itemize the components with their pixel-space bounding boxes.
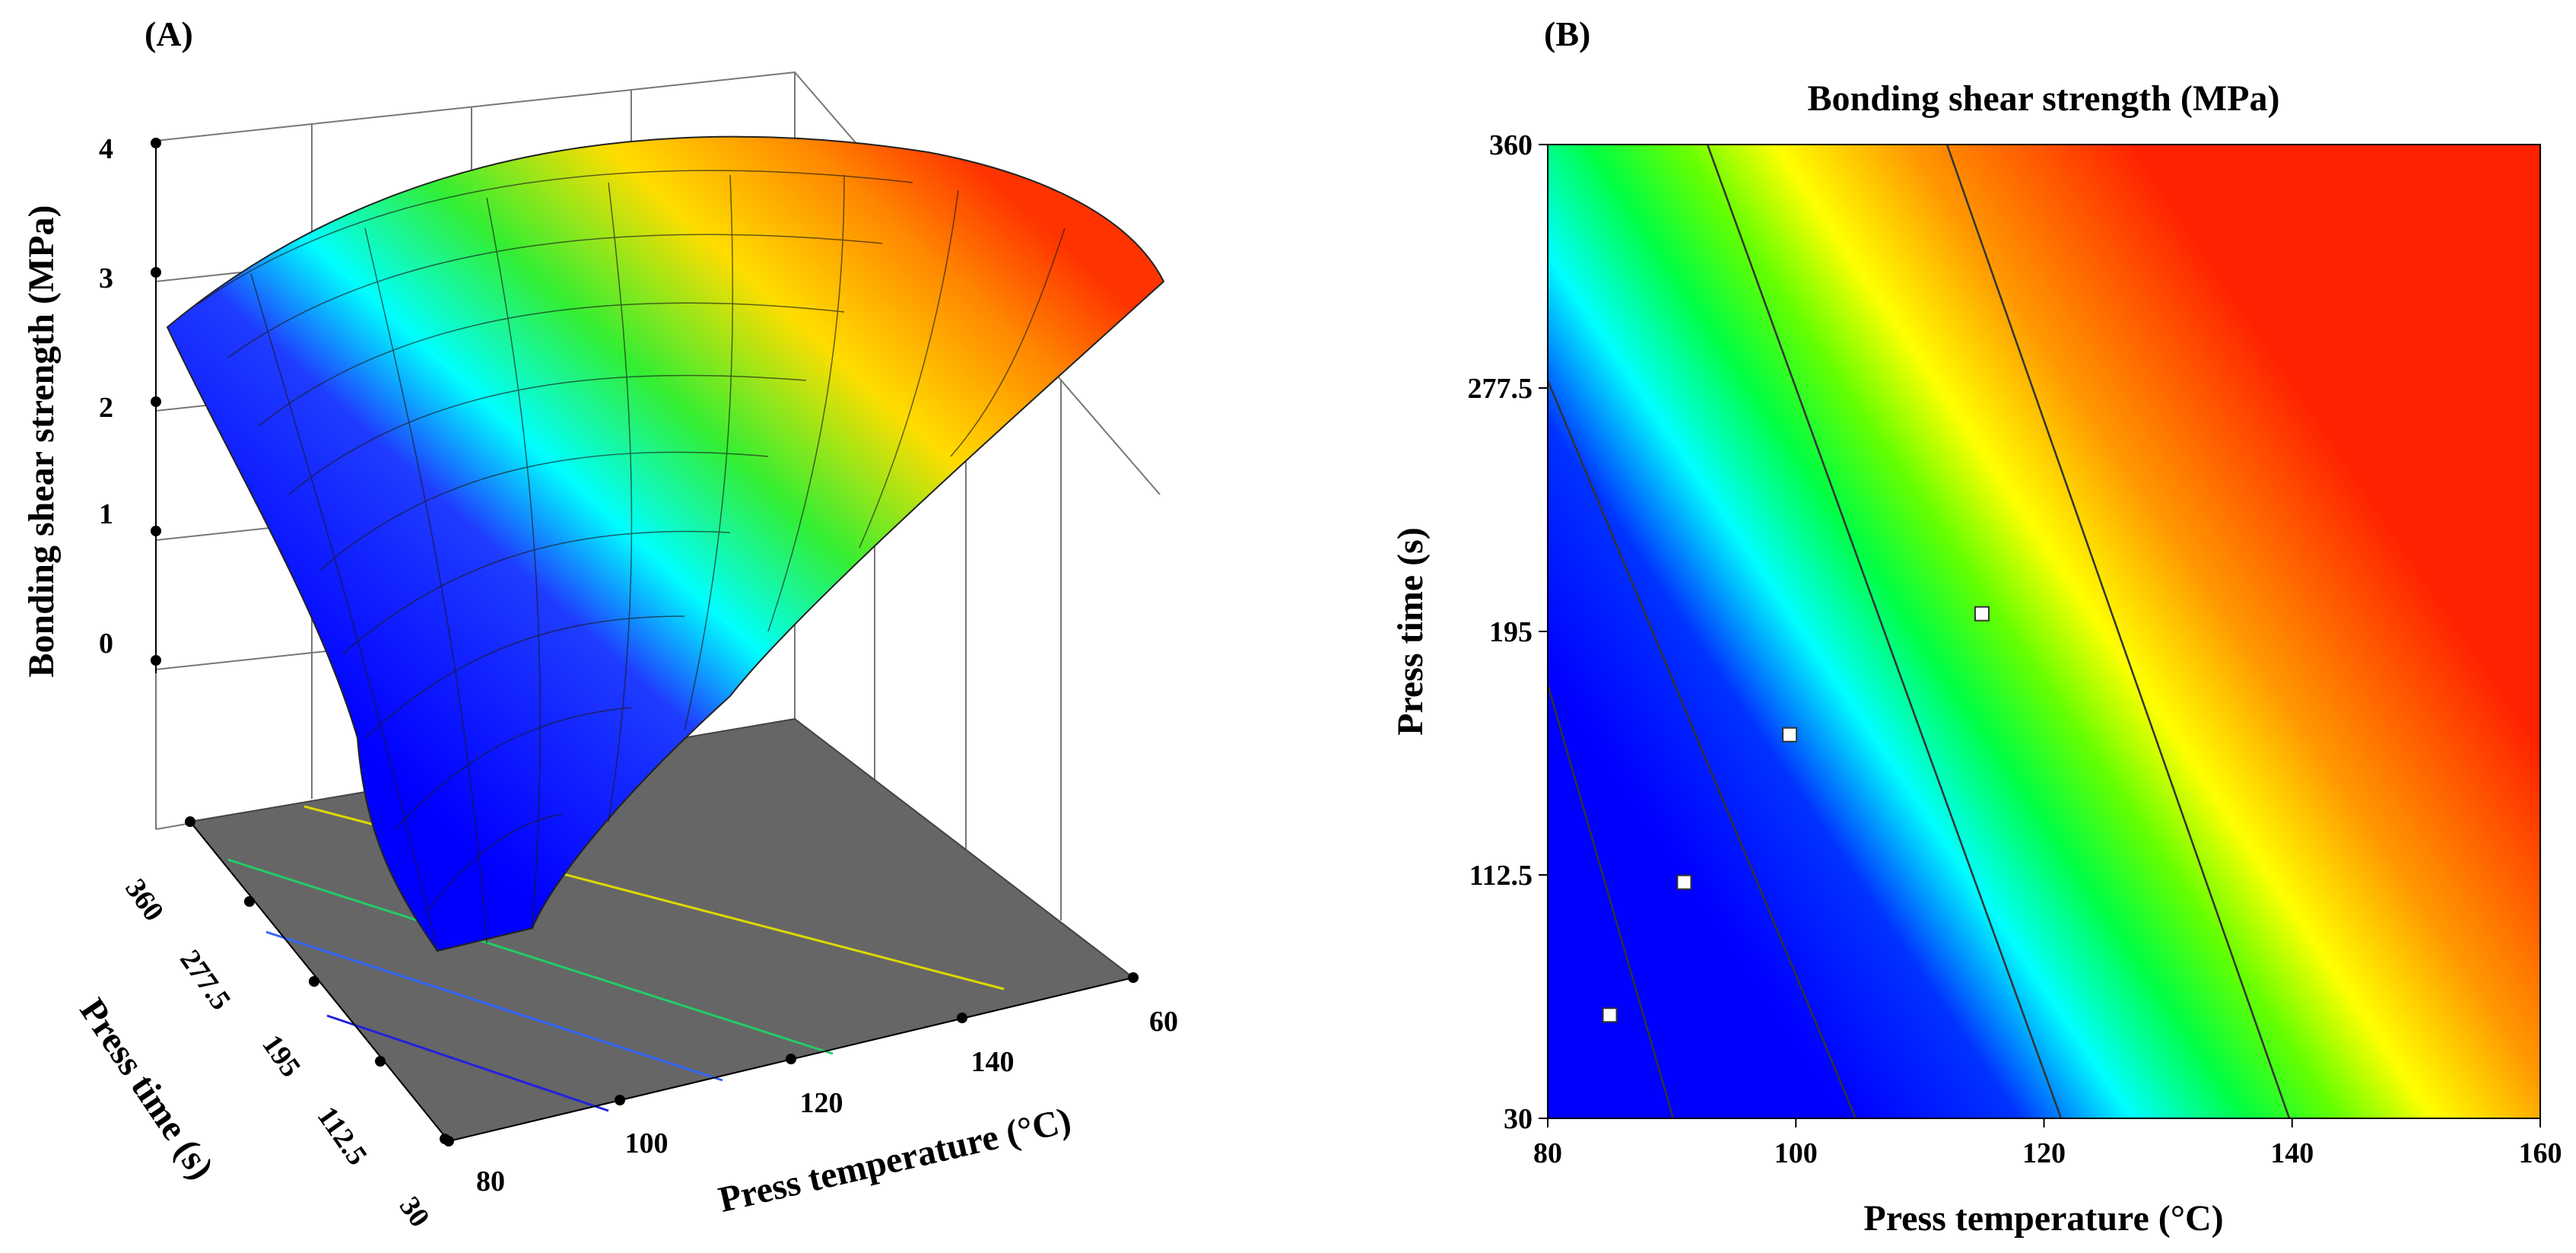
contour-line	[1945, 145, 2291, 1118]
panel-b-x-axis-title: Press temperature (°C)	[1863, 1198, 2223, 1239]
panel-a: (A)	[21, 14, 1178, 1233]
panel-a-surface	[166, 135, 1165, 952]
panel-b-y-tick-label: 112.5	[1469, 860, 1533, 892]
panel-a-y-tick-label: 112.5	[311, 1101, 373, 1171]
panel-a-y-tick-label: 277.5	[173, 944, 237, 1016]
panel-b-x-tick-label: 160	[2519, 1137, 2562, 1169]
panel-a-label: (A)	[145, 14, 193, 53]
panel-a-y-tick-label: 360	[119, 873, 170, 927]
panel-b-plot-area	[1548, 145, 2540, 1118]
panel-a-z-axis-title: Bonding shear strength (MPa)	[21, 205, 62, 678]
design-point	[1974, 606, 1990, 622]
panel-b-x-tick-label: 140	[2270, 1137, 2314, 1169]
panel-a-z-tick	[151, 267, 161, 278]
panel-a-x-axis-title: Press temperature (°C)	[715, 1100, 1075, 1220]
contour-line	[1706, 145, 2063, 1118]
design-point	[1676, 874, 1692, 890]
panel-b-y-axis-title: Press time (s)	[1390, 527, 1431, 736]
panel-a-z-tick-label: 2	[99, 392, 113, 424]
panel-b-y-tick-label: 195	[1489, 616, 1533, 648]
panel-a-z-tick-label: 4	[99, 133, 113, 165]
panel-a-y-tick	[185, 816, 195, 827]
panel-b-title: Bonding shear strength (MPa)	[1808, 78, 2280, 119]
contour-line	[1548, 380, 1857, 1118]
panel-a-y-axis-title: Press time (s)	[71, 991, 221, 1187]
panel-a-z-axis: 4 3 2 1 0 Bonding shear strength (MPa)	[21, 133, 161, 677]
panel-b-design-points	[1602, 606, 1990, 1023]
panel-a-x-tick	[1128, 972, 1139, 983]
panel-a-x-tick	[443, 1136, 454, 1146]
panel-a-z-tick-label: 0	[99, 628, 113, 660]
panel-b-y-axis: 30 112.5 195 277.5 360	[1468, 129, 1548, 1135]
design-point	[1782, 727, 1798, 743]
panel-a-z-tick	[151, 396, 161, 407]
panel-a-z-tick	[151, 138, 161, 148]
panel-b-label: (B)	[1544, 14, 1590, 53]
contour-line	[1548, 684, 1675, 1118]
panel-b-x-tick-label: 80	[1533, 1137, 1562, 1169]
panel-b-y-tick-label: 30	[1504, 1103, 1533, 1135]
panel-a-x-tick	[615, 1095, 625, 1105]
panel-b-x-tick-label: 120	[2022, 1137, 2066, 1169]
design-point	[1602, 1007, 1618, 1023]
panel-a-z-tick-label: 3	[99, 262, 113, 294]
panel-a-y-tick	[244, 896, 255, 907]
panel-a-z-tick	[151, 655, 161, 666]
panel-a-x-tick-label: 80	[476, 1166, 505, 1197]
panel-a-y-tick	[375, 1056, 386, 1067]
panel-a-x-tick	[957, 1013, 967, 1023]
panel-a-x-tick-label: 100	[625, 1127, 669, 1159]
panel-b-x-tick-label: 100	[1774, 1137, 1818, 1169]
panel-b-y-tick-label: 277.5	[1468, 373, 1533, 405]
panel-a-y-tick-label: 30	[393, 1191, 436, 1233]
panel-a-surface-mesh	[197, 170, 1066, 952]
panel-b-x-axis: 80 100 120 140 160	[1533, 1118, 2562, 1169]
panel-b: (B) Bonding shear strength (MPa) 30 112.5…	[1390, 14, 2562, 1239]
panel-a-z-tick-label: 1	[99, 498, 113, 530]
panel-a-z-tick	[151, 526, 161, 536]
panel-a-y-tick	[309, 976, 319, 987]
panel-b-contour-lines	[1548, 145, 2291, 1118]
panel-b-y-tick-label: 360	[1489, 129, 1533, 161]
panel-a-x-tick	[786, 1054, 796, 1064]
panel-a-x-tick-label: 140	[971, 1046, 1015, 1078]
panel-a-x-tick-label: 60	[1149, 1006, 1178, 1038]
panel-a-x-tick-label: 120	[800, 1087, 843, 1119]
panel-a-y-tick-label: 195	[256, 1029, 307, 1083]
